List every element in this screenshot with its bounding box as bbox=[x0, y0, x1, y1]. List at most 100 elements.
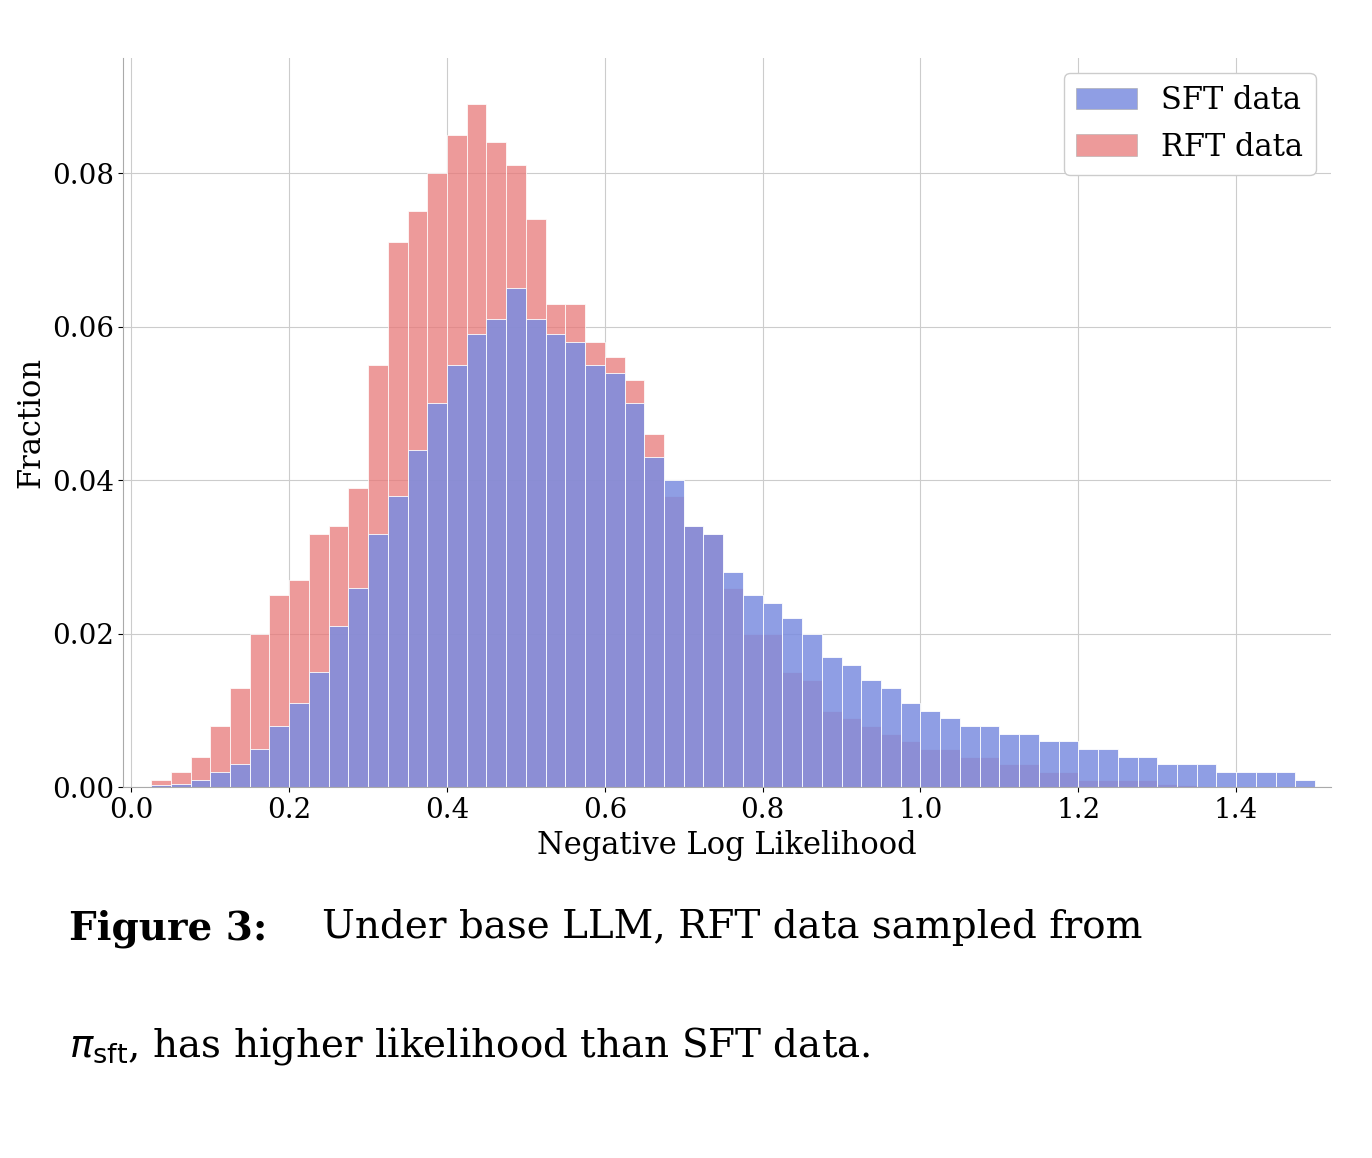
Bar bbox=[309, 534, 329, 787]
Bar bbox=[901, 703, 921, 787]
Bar bbox=[960, 726, 980, 787]
Bar bbox=[506, 166, 525, 787]
Bar bbox=[1078, 749, 1098, 787]
Bar bbox=[151, 779, 172, 787]
Text: Figure 3:: Figure 3: bbox=[69, 909, 268, 947]
Bar bbox=[723, 588, 744, 787]
Bar bbox=[546, 303, 565, 787]
Bar bbox=[999, 734, 1019, 787]
Bar bbox=[210, 772, 230, 787]
Bar bbox=[447, 134, 466, 787]
Bar bbox=[525, 318, 546, 787]
Bar bbox=[940, 749, 960, 787]
Bar bbox=[940, 718, 960, 787]
Bar bbox=[210, 726, 230, 787]
Bar bbox=[230, 688, 250, 787]
Bar bbox=[329, 527, 348, 787]
Bar bbox=[1157, 784, 1177, 787]
Bar bbox=[289, 703, 309, 787]
Bar bbox=[348, 488, 368, 787]
Bar bbox=[744, 633, 763, 787]
Text: $\pi_{\mathsf{sft}}$, has higher likelihood than SFT data.: $\pi_{\mathsf{sft}}$, has higher likelih… bbox=[69, 1025, 870, 1067]
Bar bbox=[822, 711, 841, 787]
Bar bbox=[683, 527, 704, 787]
Bar bbox=[407, 449, 427, 787]
Text: Under base LLM, RFT data sampled from: Under base LLM, RFT data sampled from bbox=[322, 909, 1143, 946]
Bar bbox=[1098, 779, 1118, 787]
Bar bbox=[645, 457, 664, 787]
Bar bbox=[881, 688, 901, 787]
Bar bbox=[269, 595, 289, 787]
Bar bbox=[368, 534, 388, 787]
Bar bbox=[822, 657, 841, 787]
Bar bbox=[645, 434, 664, 787]
Legend: SFT data, RFT data: SFT data, RFT data bbox=[1063, 73, 1316, 175]
Bar bbox=[723, 572, 744, 787]
Bar bbox=[172, 784, 191, 787]
Bar bbox=[289, 580, 309, 787]
Y-axis label: Fraction: Fraction bbox=[15, 357, 47, 489]
Bar bbox=[1276, 772, 1295, 787]
Bar bbox=[1236, 772, 1255, 787]
Bar bbox=[191, 779, 210, 787]
Bar bbox=[605, 373, 624, 787]
Bar bbox=[546, 335, 565, 787]
Bar bbox=[230, 764, 250, 787]
Bar bbox=[1059, 772, 1078, 787]
Bar bbox=[1255, 772, 1276, 787]
Bar bbox=[763, 603, 782, 787]
Bar bbox=[960, 756, 980, 787]
Bar bbox=[388, 496, 407, 787]
Bar bbox=[763, 633, 782, 787]
Bar bbox=[1098, 749, 1118, 787]
Bar bbox=[329, 626, 348, 787]
Bar bbox=[704, 534, 723, 787]
Bar bbox=[466, 104, 487, 787]
Bar bbox=[605, 358, 624, 787]
Bar bbox=[664, 481, 683, 787]
Bar bbox=[172, 772, 191, 787]
X-axis label: Negative Log Likelihood: Negative Log Likelihood bbox=[538, 830, 916, 860]
Bar bbox=[1019, 764, 1039, 787]
Bar bbox=[803, 680, 822, 787]
Bar bbox=[1137, 756, 1157, 787]
Bar bbox=[980, 756, 999, 787]
Bar bbox=[525, 219, 546, 787]
Bar bbox=[368, 365, 388, 787]
Bar bbox=[151, 785, 172, 787]
Bar bbox=[250, 633, 269, 787]
Bar bbox=[624, 403, 645, 787]
Bar bbox=[584, 342, 605, 787]
Bar bbox=[487, 318, 506, 787]
Bar bbox=[1059, 741, 1078, 787]
Bar bbox=[269, 726, 289, 787]
Bar bbox=[348, 588, 368, 787]
Bar bbox=[683, 527, 704, 787]
Bar bbox=[407, 212, 427, 787]
Bar bbox=[862, 680, 881, 787]
Bar bbox=[1118, 779, 1137, 787]
Bar bbox=[565, 342, 584, 787]
Bar bbox=[1019, 734, 1039, 787]
Bar bbox=[506, 288, 525, 787]
Bar bbox=[921, 749, 940, 787]
Bar bbox=[803, 633, 822, 787]
Bar bbox=[584, 365, 605, 787]
Bar bbox=[427, 403, 447, 787]
Bar bbox=[999, 764, 1019, 787]
Bar bbox=[487, 142, 506, 787]
Bar bbox=[1078, 779, 1098, 787]
Bar bbox=[1295, 779, 1314, 787]
Bar bbox=[744, 595, 763, 787]
Bar bbox=[1217, 772, 1236, 787]
Bar bbox=[901, 741, 921, 787]
Bar bbox=[1118, 756, 1137, 787]
Bar bbox=[1039, 772, 1059, 787]
Bar bbox=[624, 381, 645, 787]
Bar bbox=[782, 618, 803, 787]
Bar bbox=[881, 734, 901, 787]
Bar bbox=[921, 711, 940, 787]
Bar bbox=[664, 496, 683, 787]
Bar bbox=[1137, 779, 1157, 787]
Bar bbox=[980, 726, 999, 787]
